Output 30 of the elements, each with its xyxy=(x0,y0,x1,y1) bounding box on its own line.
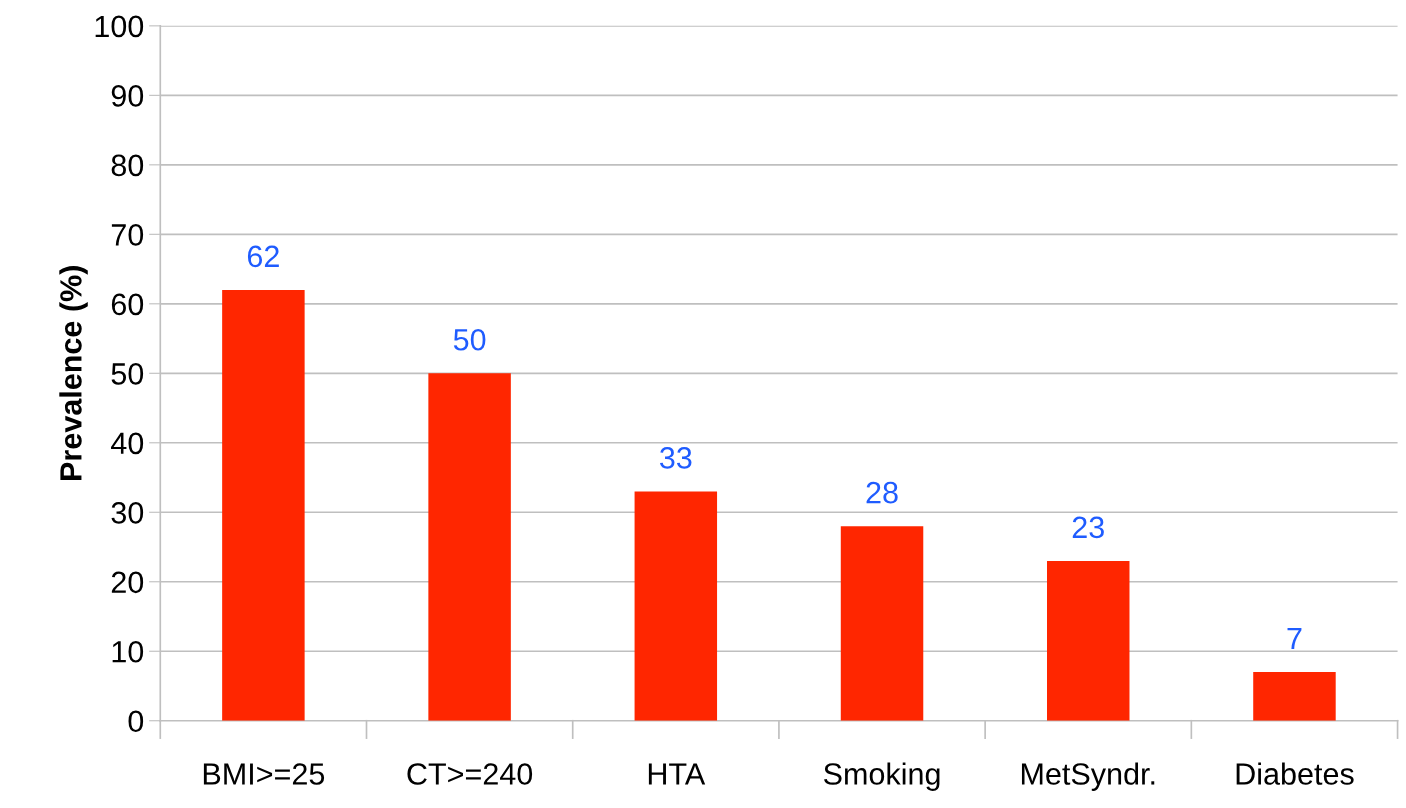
bar xyxy=(634,491,718,721)
y-tick-label: 100 xyxy=(95,15,144,38)
data-label: 23 xyxy=(1072,516,1104,539)
x-tick-label: Diabetes xyxy=(1236,762,1354,785)
y-tick-label: 70 xyxy=(111,224,144,246)
y-axis-title: Prevalence (%) xyxy=(59,266,88,480)
x-tick-label: HTA xyxy=(648,763,706,785)
data-label: 33 xyxy=(659,447,692,469)
x-tick-label: Smoking xyxy=(823,762,940,791)
x-tick-label: MetSyndr. xyxy=(1021,762,1155,791)
bar xyxy=(428,373,511,721)
x-tick-label: CT>=240 xyxy=(407,763,533,785)
data-label: 28 xyxy=(866,481,898,504)
bar xyxy=(222,289,305,721)
y-tick-label: 10 xyxy=(112,640,144,663)
bar xyxy=(840,526,924,721)
data-label: 7 xyxy=(1287,628,1302,650)
bar xyxy=(1253,672,1336,721)
x-tick-label: BMI>=25 xyxy=(203,763,325,785)
y-tick-label: 60 xyxy=(111,293,144,316)
y-tick-label: 0 xyxy=(128,710,144,733)
bar xyxy=(1047,560,1130,721)
y-tick-label: 20 xyxy=(111,571,144,594)
data-label: 62 xyxy=(247,245,279,268)
y-tick-label: 50 xyxy=(111,363,144,385)
y-tick-label: 90 xyxy=(111,85,144,107)
data-label: 50 xyxy=(453,328,486,351)
y-tick-label: 80 xyxy=(111,154,144,177)
y-tick-label: 40 xyxy=(111,432,144,455)
y-tick-label: 30 xyxy=(111,502,144,524)
